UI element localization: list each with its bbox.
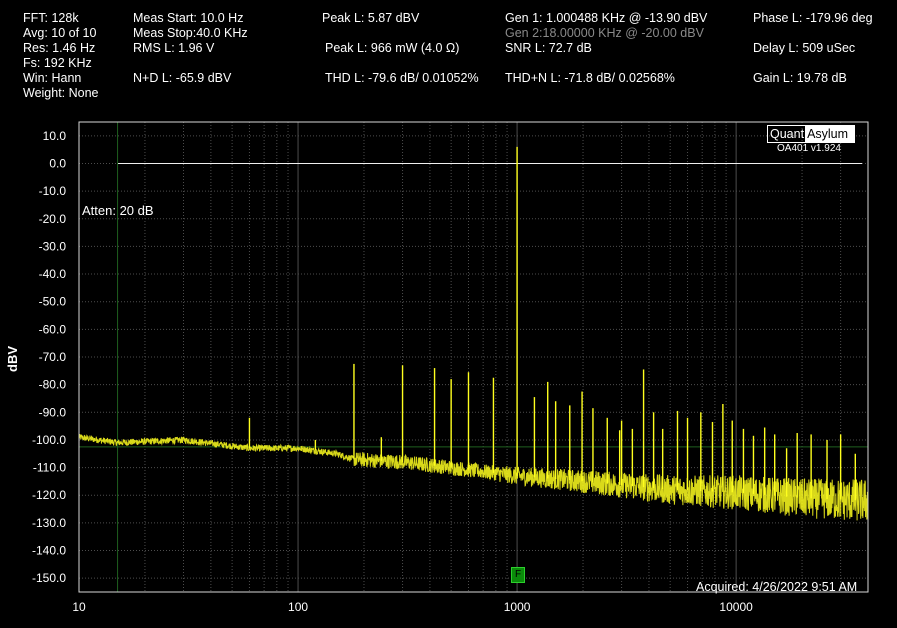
n-plus-d-left: N+D L: -65.9 dBV [133,71,232,85]
plot-frame [78,121,869,593]
thd-left: THD L: -79.6 dB/ 0.01052% [325,71,479,85]
noise-floor-line [78,433,869,521]
gen1-settings: Gen 1: 1.000488 KHz @ -13.90 dBV [505,11,708,25]
y-tick-label: -120.0 [32,488,66,502]
peak-left-power: Peak L: 966 mW (4.0 Ω) [325,41,460,55]
average-count: Avg: 10 of 10 [23,26,97,40]
y-tick-label: 10.0 [43,129,67,143]
y-tick-label: -20.0 [39,212,67,226]
x-tick-label: 10 [72,600,86,614]
meas-stop: Meas Stop:40.0 KHz [133,26,248,40]
y-tick-label: -110.0 [33,461,66,475]
logo-part-asylum: Asylum [805,126,854,142]
y-tick-label: -40.0 [39,267,67,281]
fft-size: FFT: 128k [23,11,79,25]
x-tick-label: 100 [288,600,308,614]
sample-rate: Fs: 192 KHz [23,56,92,70]
meas-start: Meas Start: 10.0 Hz [133,11,244,25]
fundamental-marker[interactable]: F [511,567,525,583]
resolution: Res: 1.46 Hz [23,41,96,55]
phase-left: Phase L: -179.96 deg [753,11,873,25]
x-tick-label: 10000 [719,600,753,614]
quantasylum-logo: Quant Asylum [767,125,855,143]
y-tick-label: 0.0 [49,156,66,170]
delay-left: Delay L: 509 uSec [753,41,856,55]
logo-part-quant: Quant [770,127,805,141]
weighting: Weight: None [23,86,99,100]
window-type: Win: Hann [23,71,82,85]
version-label: OA401 v1.924 [777,143,841,154]
y-tick-label: -70.0 [39,350,67,364]
peak-left-dbv: Peak L: 5.87 dBV [322,11,420,25]
y-tick-label: -150.0 [32,571,66,585]
gain-left: Gain L: 19.78 dB [753,71,847,85]
y-tick-label: -90.0 [39,405,67,419]
y-tick-label: -80.0 [39,378,67,392]
rms-left: RMS L: 1.96 V [133,41,215,55]
cursor-lines [79,122,868,592]
y-tick-label: -10.0 [39,184,67,198]
x-tick-label: 1000 [504,600,531,614]
y-tick-label: -140.0 [32,544,66,558]
y-tick-label: -50.0 [39,295,67,309]
thd-n-left: THD+N L: -71.8 dB/ 0.02568% [505,71,675,85]
y-tick-label: -130.0 [32,516,66,530]
acquired-timestamp: Acquired: 4/26/2022 9:51 AM [696,580,858,594]
y-tick-label: -100.0 [32,433,66,447]
gen2-settings: Gen 2:18.00000 KHz @ -20.00 dBV [505,26,704,40]
spectrum-trace [78,146,869,521]
y-tick-label: -60.0 [39,322,67,336]
y-axis-label: dBV [5,346,20,372]
attenuation-label: Atten: 20 dB [82,203,154,218]
axis-ticks: 10.0 0.0 -10.0 -20.0 -30.0 -40.0 -50.0 -60.0 -70… [32,129,753,614]
chart-grid [79,122,868,592]
y-tick-label: -30.0 [39,239,67,253]
snr-left: SNR L: 72.7 dB [505,41,592,55]
